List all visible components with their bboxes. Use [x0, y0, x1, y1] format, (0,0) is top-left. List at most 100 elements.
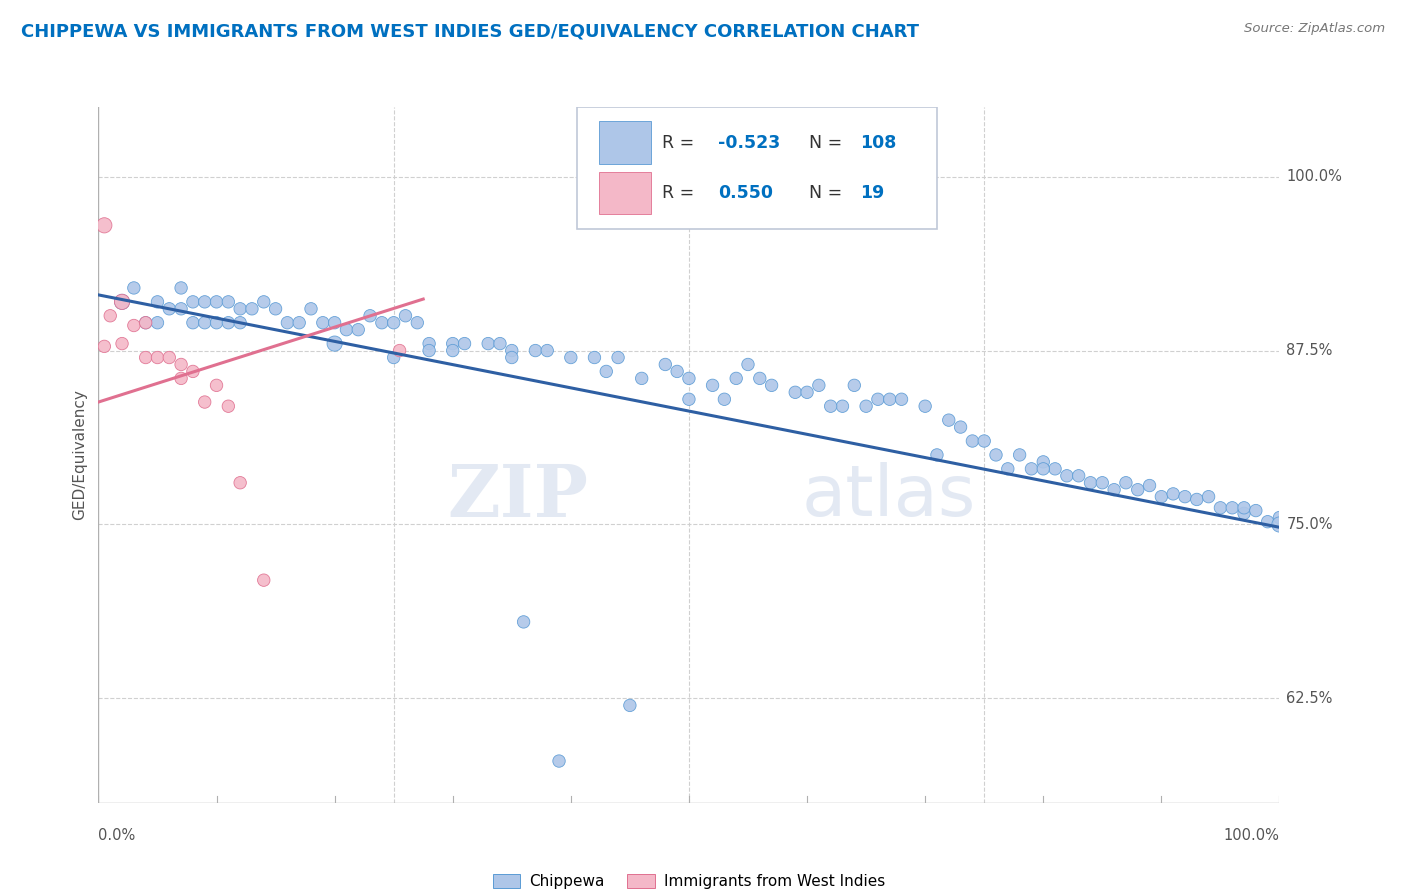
Point	[536, 343, 558, 358]
Point	[785, 385, 807, 400]
Point	[135, 316, 157, 330]
Point	[1056, 468, 1078, 483]
Point	[453, 336, 475, 351]
Point	[1161, 487, 1184, 501]
Point	[388, 343, 411, 358]
Point	[1233, 500, 1256, 515]
Point	[890, 392, 912, 407]
Point	[93, 219, 115, 233]
Point	[560, 351, 582, 365]
Point	[866, 392, 889, 407]
Point	[524, 343, 547, 358]
Point	[548, 754, 571, 768]
FancyBboxPatch shape	[599, 121, 651, 163]
Point	[359, 309, 381, 323]
Point	[1043, 462, 1066, 476]
Point	[111, 336, 134, 351]
Point	[205, 378, 228, 392]
Point	[1198, 490, 1220, 504]
Text: Source: ZipAtlas.com: Source: ZipAtlas.com	[1244, 22, 1385, 36]
Point	[1209, 500, 1232, 515]
FancyBboxPatch shape	[599, 172, 651, 214]
Point	[299, 301, 322, 316]
Point	[725, 371, 748, 385]
Text: R =: R =	[662, 134, 700, 152]
Point	[276, 316, 298, 330]
Point	[630, 371, 652, 385]
Point	[240, 301, 263, 316]
Point	[1150, 490, 1173, 504]
Legend: Chippewa, Immigrants from West Indies: Chippewa, Immigrants from West Indies	[492, 874, 886, 889]
Point	[1080, 475, 1102, 490]
Point	[1032, 455, 1054, 469]
Point	[157, 351, 180, 365]
Point	[1032, 462, 1054, 476]
Text: 87.5%: 87.5%	[1286, 343, 1333, 358]
Point	[477, 336, 499, 351]
Point	[796, 385, 818, 400]
Point	[501, 351, 523, 365]
Text: 19: 19	[860, 185, 884, 202]
Point	[1021, 462, 1043, 476]
Point	[382, 316, 405, 330]
Text: 0.0%: 0.0%	[98, 828, 135, 843]
Text: ZIP: ZIP	[447, 461, 589, 533]
Text: -0.523: -0.523	[718, 134, 780, 152]
Point	[312, 316, 335, 330]
Point	[288, 316, 311, 330]
Point	[595, 364, 617, 378]
Point	[1115, 475, 1137, 490]
Point	[170, 358, 193, 372]
Point	[217, 316, 239, 330]
Point	[1139, 478, 1161, 492]
Point	[879, 392, 901, 407]
Point	[93, 339, 115, 353]
Point	[820, 399, 842, 413]
Point	[194, 294, 217, 309]
Point	[925, 448, 948, 462]
Point	[122, 281, 145, 295]
Point	[181, 364, 204, 378]
Point	[170, 301, 193, 316]
Point	[1174, 490, 1197, 504]
Text: 0.550: 0.550	[718, 185, 773, 202]
Point	[441, 343, 464, 358]
Point	[146, 351, 169, 365]
Point	[347, 323, 370, 337]
Point	[831, 399, 853, 413]
Point	[855, 399, 877, 413]
Point	[583, 351, 606, 365]
Point	[1102, 483, 1125, 497]
Point	[170, 281, 193, 295]
Point	[1244, 503, 1267, 517]
Point	[807, 378, 830, 392]
Point	[1008, 448, 1031, 462]
Text: 62.5%: 62.5%	[1286, 691, 1333, 706]
Text: 100.0%: 100.0%	[1223, 828, 1279, 843]
Point	[654, 358, 676, 372]
Point	[181, 294, 204, 309]
Point	[98, 309, 121, 323]
Point	[607, 351, 630, 365]
Point	[418, 336, 440, 351]
Point	[253, 573, 276, 587]
Point	[181, 316, 204, 330]
Point	[146, 316, 169, 330]
Text: 100.0%: 100.0%	[1286, 169, 1343, 184]
Point	[170, 371, 193, 385]
Point	[702, 378, 724, 392]
Point	[1220, 500, 1243, 515]
Point	[997, 462, 1019, 476]
Point	[1233, 507, 1256, 521]
Point	[962, 434, 984, 448]
Point	[394, 309, 416, 323]
Point	[1091, 475, 1114, 490]
Point	[135, 351, 157, 365]
Point	[323, 336, 346, 351]
Point	[335, 323, 357, 337]
Point	[441, 336, 464, 351]
Point	[1185, 492, 1208, 507]
Point	[748, 371, 770, 385]
Point	[418, 343, 440, 358]
Point	[157, 301, 180, 316]
